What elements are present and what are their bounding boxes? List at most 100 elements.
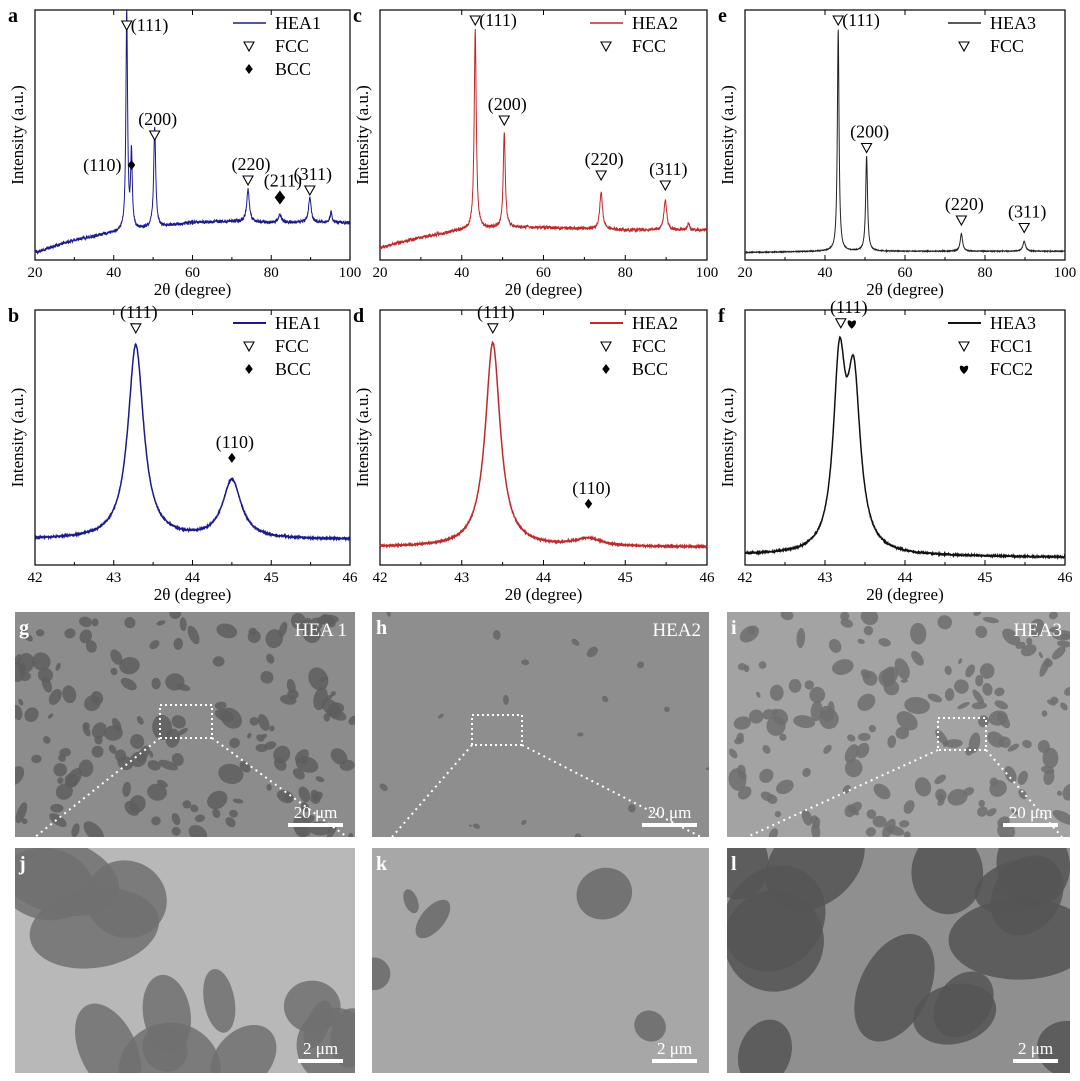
legend-entry: HEA2 <box>632 313 678 333</box>
data-line-HEA3 <box>744 29 1066 254</box>
y-axis-label: Intensity (a.u.) <box>8 85 27 185</box>
zoom-region-box <box>159 704 213 739</box>
zoom-guide-line <box>391 744 473 838</box>
panel-label: j <box>18 853 26 875</box>
x-tick-label: 45 <box>978 570 993 586</box>
x-axis-label: 2θ (degree) <box>866 280 944 299</box>
legend-entry: BCC <box>632 359 668 379</box>
scale-bar-label: 2 μm <box>657 1039 692 1058</box>
peak-label: (220) <box>585 149 624 170</box>
fcc2-peak-marker <box>847 320 856 329</box>
x-tick-label: 20 <box>28 265 43 281</box>
fcc-peak-marker <box>486 323 499 334</box>
x-tick-label: 42 <box>373 570 388 586</box>
fcc-peak-marker <box>955 215 968 227</box>
micrograph-background <box>372 612 709 837</box>
x-tick-label: 42 <box>28 570 43 586</box>
xrd-panel-f: f 42 43 44 45 46 2θ (degree) Intensity (a.u.) (1… <box>718 297 1073 604</box>
x-tick-label: 44 <box>536 570 552 586</box>
legend-entry: HEA3 <box>990 313 1036 333</box>
legend-fcc-marker <box>600 41 612 53</box>
legend-bcc-marker <box>602 364 610 374</box>
scale-bar <box>1013 1059 1058 1063</box>
x-axis-label: 2θ (degree) <box>866 585 944 604</box>
data-line-HEA1 <box>34 9 351 256</box>
x-tick-label: 46 <box>343 570 359 586</box>
x-axis-label: 2θ (degree) <box>154 280 232 299</box>
x-tick-label: 60 <box>185 265 200 281</box>
peak-label: (311) <box>294 164 332 185</box>
legend-entry: FCC <box>632 36 666 56</box>
x-axis-label: 2θ (degree) <box>154 585 232 604</box>
sem-panel-i: i HEA3 20 μm <box>727 612 1070 838</box>
legend-fcc-marker <box>958 41 970 53</box>
peak-label: (111) <box>830 297 868 318</box>
x-tick-label: 44 <box>898 570 914 586</box>
panel-label: d <box>353 305 364 327</box>
xrd-panel-b: b 42 43 44 45 46 2θ (degree) Intensity (a.u.) (1… <box>8 302 358 604</box>
panel-label: c <box>353 5 362 27</box>
xrd-panel-e: e 20 40 60 80 100 2θ (degree) Intensity (a.u.) (… <box>718 5 1076 299</box>
xrd-panel-a: a 20 40 60 80 100 2θ (degree) Intensity (a.u.) (… <box>8 5 361 299</box>
micrograph-texture <box>372 867 666 1042</box>
x-tick-label: 43 <box>106 570 121 586</box>
fcc-peak-marker <box>832 15 845 27</box>
peak-label: (220) <box>232 154 271 175</box>
legend-entry: BCC <box>275 359 311 379</box>
fcc-peak-marker <box>148 130 161 142</box>
bcc-peak-marker <box>584 498 593 509</box>
fcc-peak-marker <box>469 15 482 27</box>
legend-entry: FCC <box>632 336 666 356</box>
x-tick-label: 40 <box>106 265 121 281</box>
zoom-region-box <box>471 714 523 746</box>
peak-label: (110) <box>572 478 610 499</box>
scale-bar-label: 20 μm <box>648 803 692 822</box>
legend-entry: FCC1 <box>990 336 1033 356</box>
sem-panel-g: g HEA 1 20 μm <box>15 612 355 838</box>
legend-entry: HEA2 <box>632 13 678 33</box>
fcc-peak-marker <box>595 170 608 182</box>
x-tick-label: 20 <box>738 265 753 281</box>
scale-bar <box>642 823 697 827</box>
legend-entry: BCC <box>275 59 311 79</box>
legend-fcc2-marker <box>959 365 969 374</box>
peak-label: (111) <box>120 302 158 323</box>
peak-label: (111) <box>479 10 517 31</box>
legend-fcc-marker <box>600 341 612 353</box>
legend-bcc-marker <box>245 64 253 74</box>
scale-bar-label: 2 μm <box>303 1039 338 1058</box>
alloy-name: HEA 1 <box>295 620 347 641</box>
x-tick-label: 43 <box>454 570 469 586</box>
bcc-peak-marker <box>228 452 236 463</box>
legend-fcc-marker <box>243 341 255 353</box>
micrograph-texture <box>15 848 355 1073</box>
bcc-peak-marker <box>127 160 136 170</box>
x-tick-label: 45 <box>264 570 279 586</box>
legend-entry: HEA1 <box>275 313 321 333</box>
x-axis-label: 2θ (degree) <box>505 585 583 604</box>
fcc-peak-marker <box>860 142 873 154</box>
sem-panel-l: l 2 μm <box>727 848 1070 1073</box>
zoom-guide-line <box>985 749 1063 838</box>
fcc-peak-marker <box>242 175 254 187</box>
x-tick-label: 44 <box>185 570 201 586</box>
legend-entry: FCC <box>275 36 309 56</box>
data-line-HEA1 <box>34 342 351 543</box>
legend-bcc-marker <box>245 364 253 374</box>
data-line-HEA3 <box>744 335 1066 561</box>
fcc-peak-marker <box>303 185 316 197</box>
peak-label: (200) <box>488 94 527 115</box>
data-line-HEA2 <box>379 28 708 250</box>
fcc-peak-marker <box>1018 222 1031 234</box>
fcc1-peak-marker <box>834 318 847 329</box>
x-tick-label: 46 <box>700 570 716 586</box>
panel-label: e <box>718 5 727 27</box>
panel-label: l <box>731 853 737 875</box>
alloy-name: HEA3 <box>1013 620 1062 641</box>
sem-panel-k: k 2 μm <box>372 848 709 1073</box>
scale-bar <box>298 1059 343 1063</box>
x-tick-label: 43 <box>818 570 833 586</box>
legend-entry: FCC <box>275 336 309 356</box>
legend-fcc-marker <box>243 41 255 53</box>
peak-label: (311) <box>1008 202 1046 223</box>
